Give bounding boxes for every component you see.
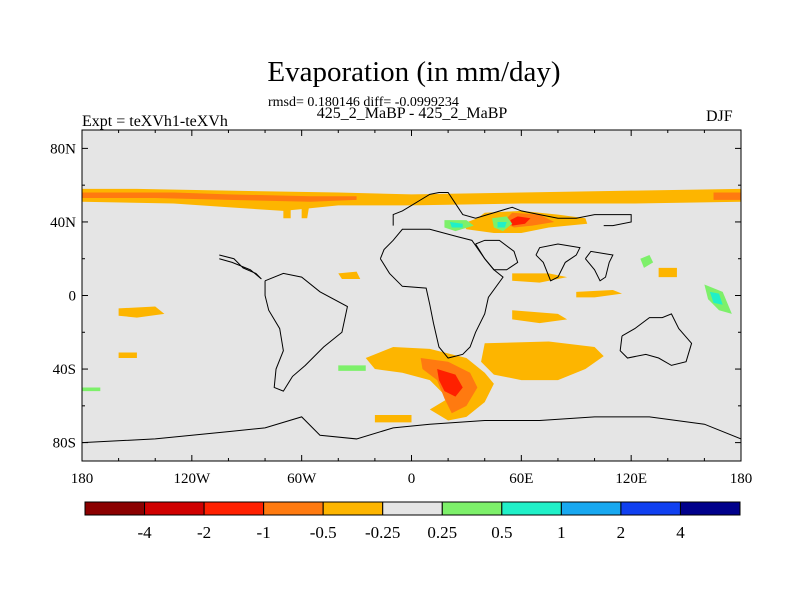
colorbar-label: 0.25 — [427, 523, 457, 542]
colorbar-swatch — [144, 501, 205, 516]
region-northern-midlatitude-band — [82, 188, 741, 211]
colorbar-swatch — [679, 501, 741, 516]
colorbar-label: 2 — [617, 523, 626, 542]
colorbar-label: 0.5 — [491, 523, 512, 542]
region-asia-dry-zone-peak — [510, 216, 531, 226]
region-indian-ocean-north — [512, 310, 568, 324]
colorbar-swatch — [382, 501, 443, 516]
colorbar-label: -0.5 — [310, 523, 337, 542]
region-caspian-wet-core — [449, 221, 463, 228]
chart-title: Evaporation (in mm/day) — [267, 56, 561, 88]
x-tick-label: 0 — [408, 471, 416, 487]
region-west-africa — [338, 271, 361, 279]
coastline-arabia — [475, 239, 519, 271]
coastline-southeast-asia — [585, 250, 614, 282]
x-tick-label: 120E — [615, 471, 647, 487]
coastline-central-america — [219, 254, 262, 280]
experiment-label: Expt = teXVh1-teXVh — [82, 113, 228, 130]
region-northern-band-core-east — [713, 192, 741, 200]
region-arabian-sea — [512, 273, 568, 283]
season-label: DJF — [706, 108, 733, 125]
region-subtropical-south-atlantic-peak — [437, 369, 463, 397]
region-indian-ocean-south — [481, 341, 604, 381]
x-tick-label: 180 — [71, 471, 94, 487]
colorbar-label: -1 — [257, 523, 271, 542]
colorbar-swatch — [263, 501, 324, 516]
coastline-india — [535, 243, 581, 282]
colorbar-label: 1 — [557, 523, 566, 542]
colorbar-swatch — [560, 501, 622, 516]
colorbar-swatch — [322, 501, 384, 516]
colorbar: -4 -2 -1 -0.5 -0.25 0.25 0.5 1 2 4 — [84, 501, 741, 542]
y-tick-label: 40S — [53, 362, 76, 378]
region-northern-band-core — [82, 192, 357, 202]
comparison-label: 425_2_MaBP - 425_2_MaBP — [316, 105, 508, 122]
region-south-pacific-small-wet — [82, 387, 101, 392]
map-layer — [82, 130, 741, 461]
colorbar-label: -2 — [197, 523, 211, 542]
region-north-pacific-tongue-2 — [301, 207, 309, 219]
region-west-pacific-wet-core — [709, 291, 723, 305]
coastline-antarctica — [82, 416, 741, 444]
region-antarctic-margin-dry — [374, 415, 412, 423]
x-tick-label: 180 — [730, 471, 753, 487]
colorbar-swatch — [84, 501, 146, 516]
map-background — [82, 130, 741, 461]
coastline-africa — [379, 228, 504, 359]
region-east-indies-dry — [658, 267, 677, 278]
y-tick-label: 80S — [53, 436, 76, 452]
colorbar-swatch — [620, 501, 681, 516]
colorbar-label: 4 — [676, 523, 685, 542]
coastline-europe-asia — [392, 192, 632, 227]
y-tick-label: 40N — [50, 215, 76, 231]
region-bay-of-bengal — [576, 289, 623, 298]
rmsd-diff-stats: rmsd= 0.180146 diff= -0.0999234 — [268, 95, 459, 110]
region-east-pacific-south — [118, 306, 165, 318]
coastline-australia — [619, 313, 693, 366]
x-tick-label: 120W — [173, 471, 211, 487]
region-atlantic-small-wet — [338, 365, 366, 371]
region-east-indies-wet — [640, 255, 654, 268]
region-central-asia-wet-core — [497, 221, 507, 228]
x-tick-label: 60E — [509, 471, 533, 487]
region-south-america-small-dry — [118, 352, 137, 359]
colorbar-swatch — [203, 501, 265, 516]
coastline-south-america — [264, 272, 348, 392]
region-north-pacific-tongue — [283, 207, 291, 219]
y-tick-label: 80N — [50, 141, 76, 157]
y-tick-label: 0 — [69, 289, 77, 305]
x-tick-label: 60W — [287, 471, 317, 487]
colorbar-swatch — [441, 501, 503, 516]
colorbar-label: -0.25 — [365, 523, 400, 542]
colorbar-swatch — [501, 501, 562, 516]
axis-layer: 180 120W 60W 0 60E 120E 180 80N 40N 0 40S 80S — [50, 129, 753, 487]
colorbar-label: -4 — [137, 523, 152, 542]
